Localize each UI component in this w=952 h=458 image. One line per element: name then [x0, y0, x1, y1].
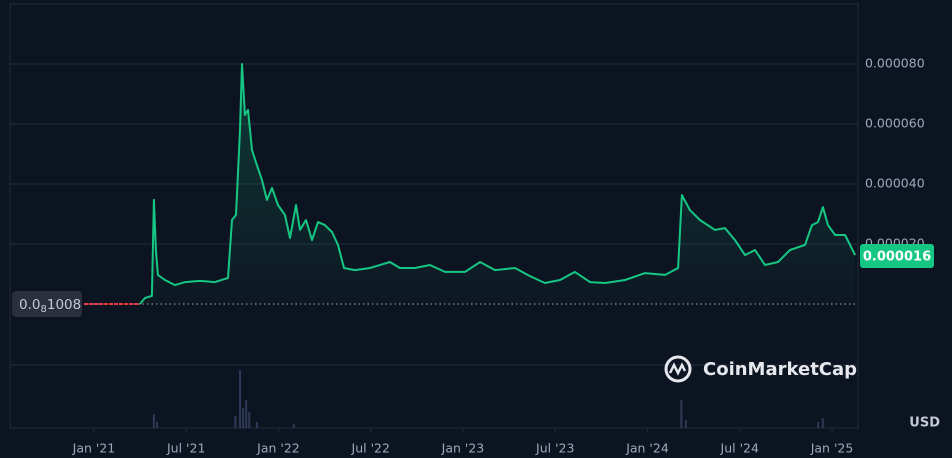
current-price-box — [860, 244, 934, 268]
y-tick-label: 0.000080 — [865, 56, 925, 71]
price-area — [139, 64, 856, 304]
x-tick-label: Jul '23 — [535, 441, 574, 456]
volume-bar — [821, 418, 824, 428]
x-tick-label: Jan '23 — [441, 441, 485, 456]
x-tick-label: Jul '22 — [351, 441, 390, 456]
watermark: CoinMarketCap — [703, 359, 857, 380]
volume-bar — [155, 422, 158, 428]
volume-bar — [234, 416, 237, 428]
volume-bar — [152, 414, 155, 428]
logo — [664, 355, 692, 383]
start-price-part: 8 — [40, 304, 46, 315]
volume-bar — [239, 370, 242, 428]
volume-bar — [684, 420, 687, 428]
currency-label: USD — [909, 416, 940, 431]
x-tick-label: Jul '21 — [166, 441, 205, 456]
start-price-part: 0.0 — [19, 297, 40, 313]
start-price-label: 0.081008 — [19, 297, 81, 315]
volume-bar — [292, 424, 295, 428]
volume-bar — [817, 422, 820, 428]
x-tick-label: Jul '24 — [720, 441, 759, 456]
y-tick-label: 0.000060 — [865, 116, 925, 131]
current-price-label: 0.000016 — [863, 250, 931, 265]
volume-bar — [242, 408, 245, 428]
x-tick-label: Jan '24 — [625, 441, 669, 456]
x-tick-label: Jan '21 — [72, 441, 116, 456]
x-tick-label: Jan '22 — [256, 441, 300, 456]
x-tick-label: Jan '25 — [810, 441, 854, 456]
volume-bar — [248, 412, 251, 428]
volume-bar — [245, 400, 248, 428]
start-price-box — [12, 290, 82, 317]
y-tick-label: 0.000040 — [865, 176, 925, 191]
volume-bar — [255, 422, 258, 428]
volume-bar — [680, 400, 683, 428]
price-line — [139, 63, 856, 305]
start-price-part: 1008 — [47, 297, 81, 313]
